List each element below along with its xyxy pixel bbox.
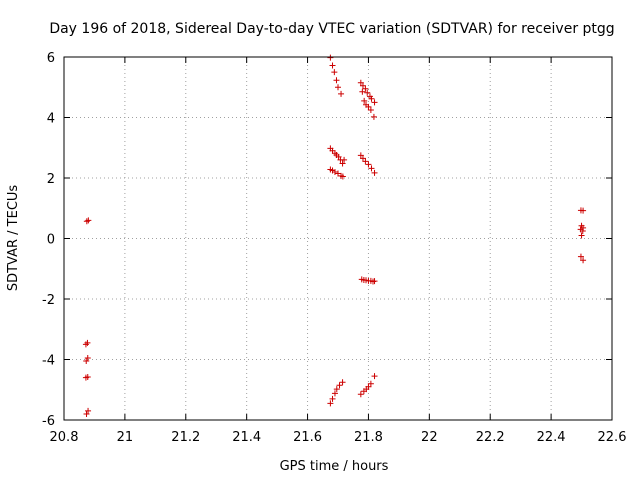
data-point-marker bbox=[359, 82, 366, 89]
data-point-marker bbox=[331, 390, 338, 397]
data-point-marker bbox=[335, 170, 341, 177]
data-point-marker bbox=[339, 173, 346, 180]
x-tick-label: 22 bbox=[421, 430, 438, 445]
y-tick-label: 4 bbox=[47, 112, 55, 127]
y-tick-label: 2 bbox=[47, 172, 55, 187]
data-point-marker bbox=[361, 97, 368, 104]
data-point-marker bbox=[338, 90, 345, 97]
data-point-marker bbox=[371, 373, 378, 380]
x-axis-label: GPS time / hours bbox=[280, 459, 389, 474]
y-tick-label: -6 bbox=[42, 414, 55, 429]
data-point-marker bbox=[357, 391, 364, 398]
data-point-marker bbox=[83, 218, 90, 225]
data-point-marker bbox=[370, 113, 377, 120]
data-point-marker bbox=[85, 407, 92, 414]
data-point-marker bbox=[368, 165, 375, 172]
data-point-marker bbox=[580, 257, 587, 264]
data-point-marker bbox=[371, 99, 378, 106]
data-point-marker bbox=[367, 380, 374, 387]
data-point-marker bbox=[368, 95, 375, 102]
data-point-marker bbox=[335, 153, 342, 160]
data-point-marker bbox=[362, 158, 369, 165]
y-tick-label: -4 bbox=[42, 354, 55, 369]
y-tick-label: 0 bbox=[47, 233, 55, 248]
x-tick-label: 21.8 bbox=[354, 430, 383, 445]
data-point-marker bbox=[84, 374, 91, 381]
y-tick-label: -2 bbox=[42, 293, 55, 308]
data-point-marker bbox=[577, 253, 584, 260]
data-point-marker bbox=[359, 88, 366, 95]
data-point-marker bbox=[84, 339, 91, 346]
data-point-marker bbox=[341, 156, 348, 163]
data-points bbox=[82, 54, 587, 417]
data-point-marker bbox=[371, 278, 378, 285]
data-point-marker bbox=[359, 155, 366, 162]
x-tick-label: 21.6 bbox=[293, 430, 322, 445]
chart-title: Day 196 of 2018, Sidereal Day-to-day VTE… bbox=[49, 21, 614, 37]
data-point-marker bbox=[580, 207, 587, 214]
data-point-marker bbox=[579, 227, 586, 234]
y-axis-label: SDTVAR / TECUs bbox=[6, 185, 21, 292]
x-tick-label: 22.2 bbox=[476, 430, 505, 445]
plot-frame bbox=[63, 56, 613, 421]
data-point-marker bbox=[331, 168, 338, 175]
data-point-marker bbox=[327, 400, 334, 407]
x-tick-label: 21.2 bbox=[171, 430, 200, 445]
data-point-marker bbox=[335, 84, 341, 91]
data-point-marker bbox=[333, 386, 340, 393]
x-tick-label: 22.4 bbox=[537, 430, 566, 445]
data-point-marker bbox=[83, 410, 90, 417]
data-point-marker bbox=[333, 77, 340, 84]
data-point-marker bbox=[329, 62, 336, 69]
x-tick-label: 22.6 bbox=[598, 430, 627, 445]
data-point-marker bbox=[367, 106, 374, 113]
data-point-marker bbox=[578, 232, 585, 239]
data-point-marker bbox=[365, 383, 372, 390]
data-point-marker bbox=[339, 379, 346, 386]
data-point-marker bbox=[327, 54, 334, 61]
data-point-marker bbox=[331, 69, 338, 76]
data-point-marker bbox=[82, 341, 89, 348]
data-point-marker bbox=[85, 217, 92, 224]
x-tick-label: 21.4 bbox=[232, 430, 261, 445]
data-point-marker bbox=[357, 79, 364, 86]
data-point-marker bbox=[84, 354, 91, 361]
data-point-marker bbox=[339, 160, 346, 167]
y-tick-label: 6 bbox=[47, 51, 55, 66]
data-point-marker bbox=[365, 103, 372, 110]
x-tick-label: 20.8 bbox=[50, 430, 79, 445]
data-point-marker bbox=[357, 152, 364, 159]
data-point-marker bbox=[364, 89, 371, 96]
axis-ticks: 20.8 21 21.2 21.4 21.6 21.8 22 22.2 22.4 22.6 -6 -4… bbox=[42, 51, 626, 445]
data-point-marker bbox=[362, 85, 369, 92]
data-point-marker bbox=[371, 169, 378, 176]
data-point-marker bbox=[329, 395, 336, 402]
x-tick-label: 21 bbox=[117, 430, 134, 445]
grid-lines bbox=[64, 57, 612, 420]
data-point-marker bbox=[336, 382, 343, 389]
data-point-marker bbox=[365, 161, 372, 168]
data-point-marker bbox=[83, 358, 90, 365]
